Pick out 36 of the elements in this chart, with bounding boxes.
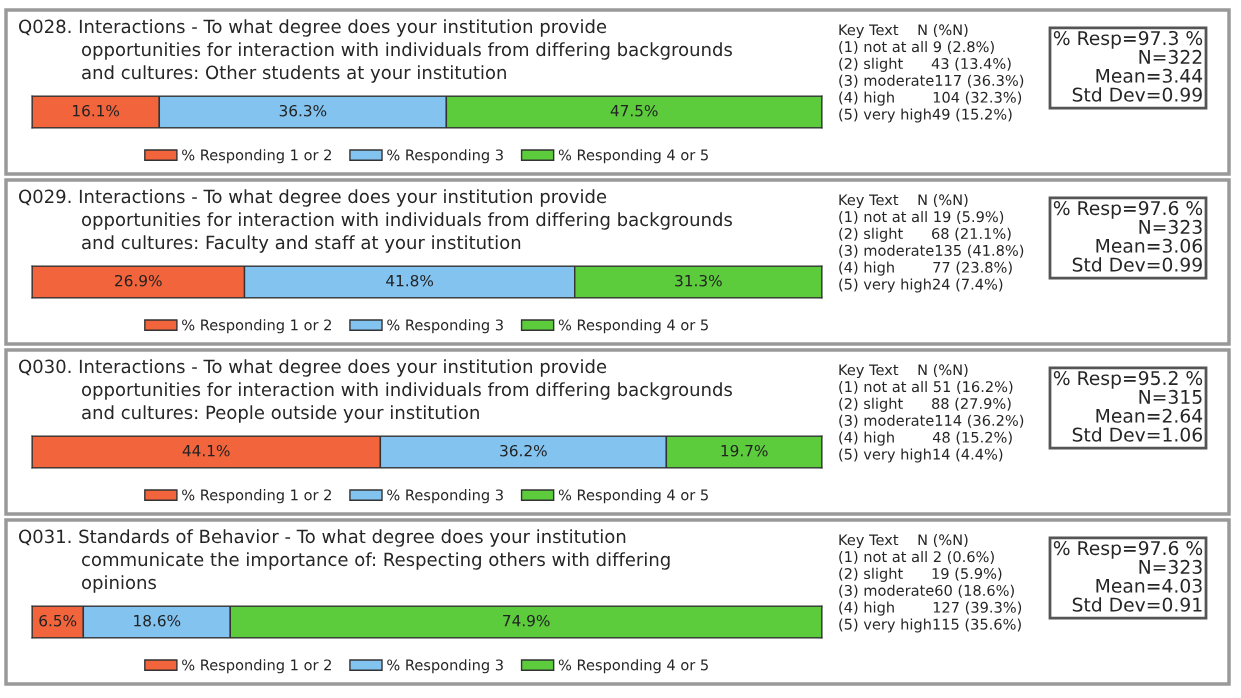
data-label: 31.3%	[675, 274, 722, 287]
data-label: 16.1%	[73, 104, 120, 117]
legend-label: % Responding 4 or 5	[558, 149, 708, 164]
legend-label: % Responding 3	[387, 319, 503, 334]
chart-title: Q030. Interactions - To what degree does your institution provide opportunities for interaction with individuals from differing backgrounds and cultures: People outside your institution	[19, 359, 732, 423]
chart-title: Q031. Standards of Behavior - To what degree does your institution communicate the importance of: Respecting others with differing opinions	[19, 529, 670, 593]
text: Key Text N (%N) (1) not at all 51 (16.2%) (2) slight 88 (27.9%) (3) moderate114 (36.2%) (4) high 48 (15.2%) (5) very high14 (4.4%)	[839, 364, 1024, 463]
data-label: 36.2%	[500, 444, 547, 457]
legend-label: % Responding 1 or 2	[182, 659, 331, 674]
data-label: 74.9%	[503, 614, 550, 627]
legend-label: % Responding 3	[387, 659, 503, 674]
legend-label: % Responding 3	[387, 149, 503, 164]
legend-label: % Responding 4 or 5	[558, 659, 708, 674]
text: Key Text N (%N) (1) not at all 19 (5.9%) (2) slight 68 (21.1%) (3) moderate135 (41.8%) (4) high 77 (23.8%) (5) very high24 (7.4%)	[839, 194, 1024, 293]
legend-label: % Responding 4 or 5	[558, 319, 708, 334]
data-label: 26.9%	[115, 274, 162, 287]
text: % Resp=97.6 % N=323 Mean=3.06 Std Dev=0.99	[1053, 200, 1203, 272]
data-label: 44.1%	[182, 444, 230, 457]
data-label: 18.6%	[134, 614, 181, 627]
data-label: 36.3%	[279, 104, 327, 117]
text: % Resp=95.2 % N=315 Mean=2.64 Std Dev=1.06	[1053, 370, 1203, 442]
data-label: 47.5%	[610, 104, 658, 117]
data-label: 6.5%	[39, 614, 77, 627]
legend-label: % Responding 1 or 2	[182, 149, 331, 164]
legend-label: % Responding 4 or 5	[558, 489, 708, 504]
text: Key Text N (%N) (1) not at all 2 (0.6%) (2) slight 19 (5.9%) (3) moderate60 (18.6%) (4) high 127 (39.3%) (5) very high115 (35.6%)	[839, 534, 1022, 633]
text: Key Text N (%N) (1) not at all 9 (2.8%) (2) slight 43 (13.4%) (3) moderate117 (36.3%) (4) high 104 (32.3%) (5) very high49 (15.2%)	[839, 24, 1024, 123]
legend-label: % Responding 1 or 2	[182, 319, 331, 334]
data-label: 19.7%	[721, 444, 768, 457]
chart-title: Q029. Interactions - To what degree does your institution provide opportunities for interaction with individuals from differing backgrounds and cultures: Faculty and staff at your institution	[19, 189, 732, 253]
text: % Resp=97.6 % N=323 Mean=4.03 Std Dev=0.91	[1053, 540, 1203, 612]
data-label: 41.8%	[386, 274, 434, 287]
legend-label: % Responding 1 or 2	[182, 489, 331, 504]
legend-label: % Responding 3	[387, 489, 503, 504]
text: % Resp=97.3 % N=322 Mean=3.44 Std Dev=0.99	[1053, 30, 1203, 102]
chart-title: Q028. Interactions - To what degree does your institution provide opportunities for interaction with individuals from differing backgrounds and cultures: Other students at your institution	[19, 19, 732, 83]
